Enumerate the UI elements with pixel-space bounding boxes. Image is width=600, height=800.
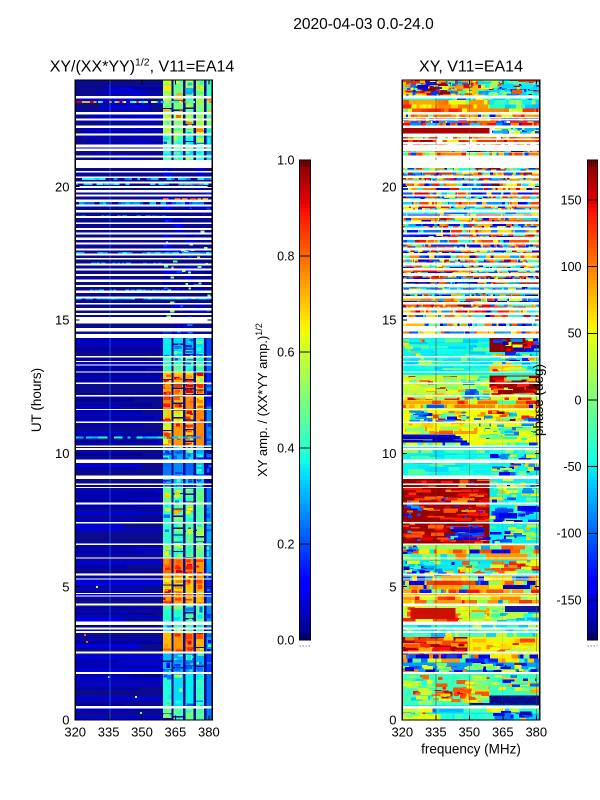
- svg-text:-50: -50: [563, 460, 581, 474]
- svg-text:5: 5: [389, 579, 396, 594]
- svg-text:350: 350: [131, 725, 153, 740]
- svg-text:335: 335: [98, 725, 120, 740]
- svg-text:0.0: 0.0: [277, 633, 294, 647]
- svg-text:5: 5: [62, 579, 69, 594]
- svg-text:50: 50: [568, 327, 582, 341]
- svg-text:0.8: 0.8: [277, 249, 294, 263]
- svg-text:20: 20: [55, 179, 69, 194]
- svg-text:0.6: 0.6: [277, 345, 294, 359]
- svg-text:380: 380: [525, 725, 547, 740]
- svg-text:365: 365: [492, 725, 514, 740]
- svg-text:0.4: 0.4: [277, 441, 294, 455]
- svg-text:frequency (MHz): frequency (MHz): [421, 742, 521, 757]
- svg-text:-100: -100: [556, 527, 581, 541]
- svg-text:UT (hours): UT (hours): [29, 368, 44, 432]
- svg-text:XY amp. / (XX*YY amp.)1/2: XY amp. / (XX*YY amp.)1/2: [254, 323, 270, 477]
- svg-text:0.2: 0.2: [277, 537, 294, 551]
- svg-text:380: 380: [198, 725, 220, 740]
- svg-text:320: 320: [64, 725, 86, 740]
- svg-text:XY, V11=EA14: XY, V11=EA14: [419, 59, 523, 76]
- svg-text:150: 150: [561, 193, 582, 207]
- svg-text:2020-04-03 0.0-24.0: 2020-04-03 0.0-24.0: [293, 16, 434, 33]
- svg-text:1.0: 1.0: [277, 153, 294, 167]
- svg-text:15: 15: [382, 313, 396, 328]
- svg-text:0: 0: [389, 713, 396, 728]
- svg-text:365: 365: [165, 725, 187, 740]
- svg-text:20: 20: [382, 179, 396, 194]
- svg-text:100: 100: [561, 260, 582, 274]
- svg-text:10: 10: [55, 446, 69, 461]
- svg-text:0: 0: [575, 393, 582, 407]
- svg-text:10: 10: [382, 446, 396, 461]
- svg-text:XY/(XX*YY)1/2, V11=EA14: XY/(XX*YY)1/2, V11=EA14: [50, 57, 235, 76]
- svg-text:0: 0: [62, 713, 69, 728]
- svg-text:320: 320: [391, 725, 413, 740]
- svg-text:350: 350: [458, 725, 480, 740]
- svg-text:phase (deg): phase (deg): [531, 364, 546, 436]
- svg-text:15: 15: [55, 313, 69, 328]
- svg-text:335: 335: [425, 725, 447, 740]
- svg-text:-150: -150: [556, 593, 581, 607]
